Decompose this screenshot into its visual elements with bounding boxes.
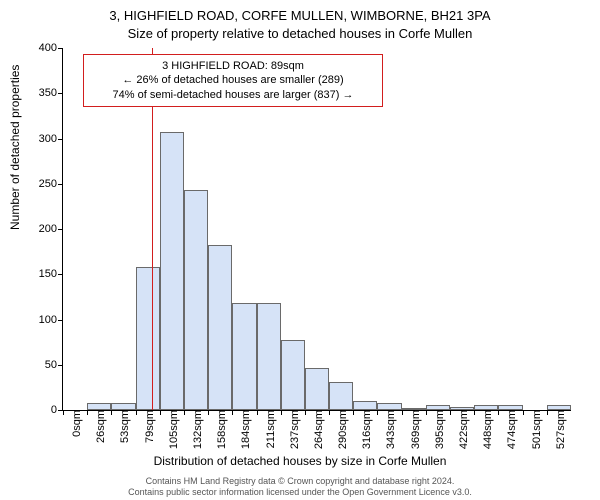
chart-title-sub: Size of property relative to detached ho… <box>0 26 600 41</box>
histogram-bar <box>305 368 329 410</box>
histogram-bar <box>257 303 281 410</box>
histogram-bar <box>426 405 450 410</box>
histogram-bar <box>450 407 474 410</box>
x-tick-label: 290sqm <box>333 410 349 449</box>
chart-footer: Contains HM Land Registry data © Crown c… <box>0 476 600 498</box>
x-tick-label: 26sqm <box>91 410 107 443</box>
histogram-bar <box>377 403 401 410</box>
x-tick-label: 369sqm <box>406 410 422 449</box>
histogram-bar <box>208 245 232 410</box>
x-tick-label: 474sqm <box>502 410 518 449</box>
x-tick-label: 527sqm <box>551 410 567 449</box>
x-tick-label: 237sqm <box>285 410 301 449</box>
footer-line-2: Contains public sector information licen… <box>0 487 600 498</box>
x-tick-label: 422sqm <box>454 410 470 449</box>
histogram-bar <box>184 190 208 410</box>
property-size-histogram: 3, HIGHFIELD ROAD, CORFE MULLEN, WIMBORN… <box>0 0 600 500</box>
x-tick-label: 448sqm <box>478 410 494 449</box>
x-tick-label: 501sqm <box>527 410 543 449</box>
histogram-bar <box>498 405 522 410</box>
histogram-bar <box>329 382 353 410</box>
callout-line-3: 74% of semi-detached houses are larger (… <box>92 88 374 102</box>
x-tick-label: 264sqm <box>309 410 325 449</box>
x-tick-label: 395sqm <box>430 410 446 449</box>
plot-area: 0501001502002503003504000sqm26sqm53sqm79… <box>62 48 571 411</box>
histogram-bar <box>547 405 571 410</box>
histogram-bar <box>160 132 184 410</box>
histogram-bar <box>353 401 377 410</box>
x-tick-label: 343sqm <box>381 410 397 449</box>
histogram-bar <box>281 340 305 410</box>
callout-line-2: ← 26% of detached houses are smaller (28… <box>92 73 374 87</box>
callout-box: 3 HIGHFIELD ROAD: 89sqm ← 26% of detache… <box>83 54 383 107</box>
chart-title-main: 3, HIGHFIELD ROAD, CORFE MULLEN, WIMBORN… <box>0 8 600 23</box>
histogram-bar <box>402 408 426 410</box>
y-axis-label: Number of detached properties <box>8 65 22 230</box>
x-tick-label: 0sqm <box>67 410 83 437</box>
x-tick-label: 53sqm <box>115 410 131 443</box>
histogram-bar <box>474 405 498 410</box>
x-tick-label: 158sqm <box>212 410 228 449</box>
x-tick-label: 184sqm <box>236 410 252 449</box>
x-tick-label: 105sqm <box>164 410 180 449</box>
x-tick-label: 316sqm <box>357 410 373 449</box>
footer-line-1: Contains HM Land Registry data © Crown c… <box>0 476 600 487</box>
x-tick-label: 211sqm <box>261 410 277 448</box>
callout-line-1: 3 HIGHFIELD ROAD: 89sqm <box>92 59 374 73</box>
histogram-bar <box>232 303 256 410</box>
histogram-bar <box>136 267 160 410</box>
histogram-bar <box>111 403 135 410</box>
x-tick-label: 132sqm <box>188 410 204 449</box>
histogram-bar <box>87 403 111 410</box>
x-tick-label: 79sqm <box>140 410 156 443</box>
x-axis-label: Distribution of detached houses by size … <box>0 454 600 468</box>
